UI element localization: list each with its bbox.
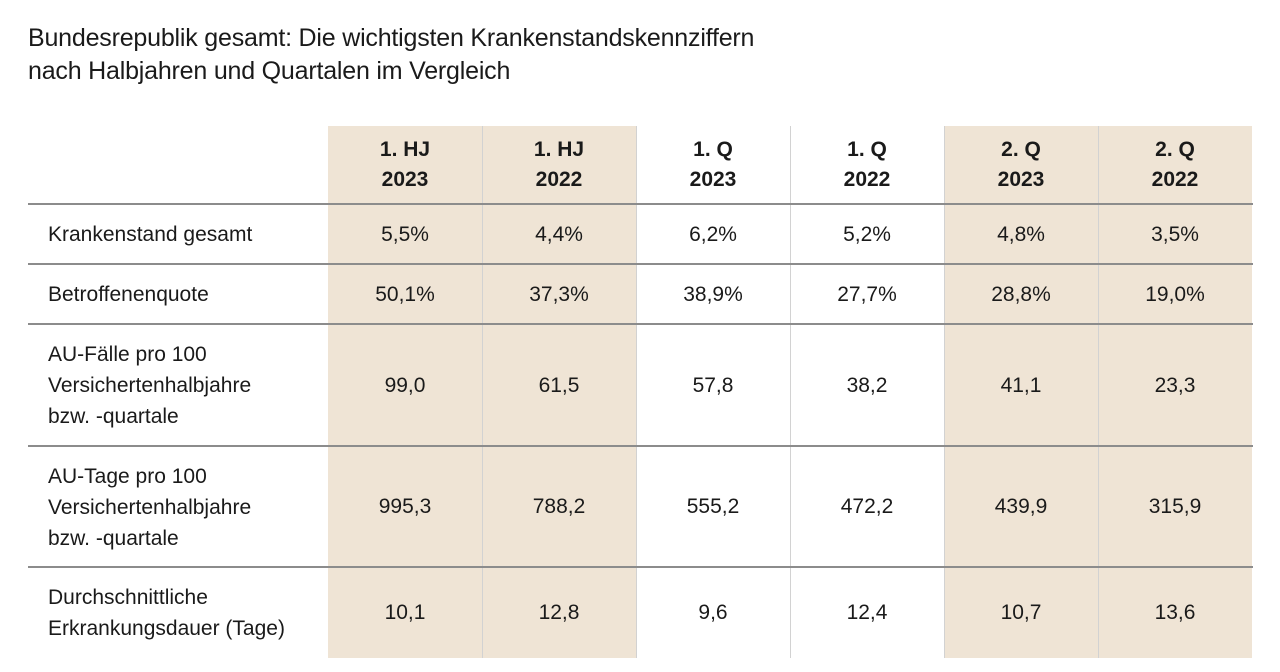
column-header: 2. Q 2023	[944, 126, 1098, 204]
row-label: Krankenstand gesamt	[48, 205, 252, 264]
table-cell: 555,2	[686, 495, 740, 518]
table-cell: 50,1%	[375, 282, 435, 306]
row-label-line: bzw. -quartale	[48, 526, 179, 550]
page-title: Bundesrepublik gesamt: Die wichtigsten K…	[28, 22, 754, 88]
column-divider	[944, 126, 945, 658]
table-cell: 472,2	[840, 495, 894, 518]
table-cell: 61,5	[538, 373, 580, 397]
column-header: 1. Q 2022	[790, 126, 944, 204]
column-header-year: 2022	[1151, 168, 1199, 191]
row-label-line: Versichertenhalbjahre	[48, 374, 252, 397]
column-header: 1. HJ 2022	[482, 126, 636, 204]
table-cell: 4,8%	[997, 222, 1045, 246]
table-cell: 439,9	[994, 495, 1048, 518]
table-cell: 5,2%	[843, 222, 891, 246]
column-header: 2. Q 2022	[1098, 126, 1252, 204]
column-highlight	[328, 126, 482, 658]
table-cell: 9,6	[698, 601, 728, 624]
table-cell: 38,9%	[683, 282, 743, 306]
table-cell: 315,9	[1148, 495, 1202, 518]
row-label: Betroffenenquote	[48, 265, 209, 324]
row-label: AU-Fälle pro 100 Versichertenhalbjahre bzw…	[48, 325, 251, 446]
column-header-year: 2023	[689, 168, 737, 191]
table-cell: 12,4	[846, 601, 888, 624]
comparison-table: 1. HJ 2023 1. HJ 2022 1. Q 2023 1. Q 2022 2. Q 20…	[28, 126, 1253, 658]
row-label-line: Versichertenhalbjahre	[48, 495, 252, 519]
column-divider	[636, 126, 637, 658]
table-cell: 57,8	[692, 373, 734, 397]
table-cell: 37,3%	[529, 282, 589, 306]
column-header-period: 1. Q	[847, 138, 887, 161]
table-cell: 13,6	[1154, 601, 1196, 624]
table-cell: 10,1	[384, 601, 426, 624]
row-divider	[28, 323, 1253, 325]
row-label: Durchschnittliche Erkrankungsdauer (Tage)	[48, 568, 285, 658]
row-label-line: AU-Fälle pro 100	[48, 343, 207, 366]
table-cell: 4,4%	[535, 222, 583, 246]
row-label-line: AU-Tage pro 100	[48, 464, 207, 488]
table-cell: 995,3	[378, 495, 432, 518]
table-cell: 99,0	[384, 373, 426, 397]
row-label-line: bzw. -quartale	[48, 405, 179, 428]
row-label-line: Erkrankungsdauer (Tage)	[48, 617, 285, 640]
column-header-period: 1. HJ	[379, 138, 431, 161]
row-label-line: Durchschnittliche	[48, 586, 208, 609]
column-highlight	[1098, 126, 1252, 658]
row-divider	[28, 445, 1253, 447]
table-cell: 6,2%	[689, 222, 737, 246]
table-cell: 38,2	[846, 373, 888, 397]
row-divider	[28, 566, 1253, 568]
row-label: AU-Tage pro 100 Versichertenhalbjahre bzw.…	[48, 447, 251, 567]
column-header: 1. HJ 2023	[328, 126, 482, 204]
table-cell: 5,5%	[381, 222, 429, 246]
column-divider	[790, 126, 791, 658]
column-header-period: 2. Q	[1155, 138, 1195, 161]
column-header: 1. Q 2023	[636, 126, 790, 204]
title-line-2: nach Halbjahren und Quartalen im Verglei…	[28, 57, 511, 85]
column-header-year: 2023	[997, 168, 1045, 191]
row-divider	[28, 263, 1253, 265]
row-divider	[28, 203, 1253, 205]
column-highlight	[944, 126, 1098, 658]
column-header-year: 2023	[381, 168, 429, 191]
table-cell: 788,2	[532, 495, 586, 518]
column-header-period: 2. Q	[1001, 138, 1041, 161]
table-cell: 27,7%	[837, 282, 897, 306]
row-label-line: Betroffenenquote	[48, 283, 209, 306]
table-cell: 23,3	[1154, 373, 1196, 397]
column-header-year: 2022	[843, 168, 891, 191]
column-highlight	[482, 126, 636, 658]
column-divider	[482, 126, 483, 658]
column-header-period: 1. HJ	[533, 138, 585, 161]
row-label-line: Krankenstand gesamt	[48, 223, 253, 246]
table-cell: 3,5%	[1151, 222, 1199, 246]
column-header-year: 2022	[535, 168, 583, 191]
table-cell: 19,0%	[1145, 282, 1205, 306]
table-cell: 41,1	[1000, 373, 1042, 397]
table-cell: 12,8	[538, 601, 580, 624]
title-line-1: Bundesrepublik gesamt: Die wichtigsten K…	[28, 24, 755, 52]
table-cell: 10,7	[1000, 601, 1042, 624]
column-divider	[1098, 126, 1099, 658]
column-header-period: 1. Q	[693, 138, 733, 161]
table-cell: 28,8%	[991, 282, 1051, 306]
